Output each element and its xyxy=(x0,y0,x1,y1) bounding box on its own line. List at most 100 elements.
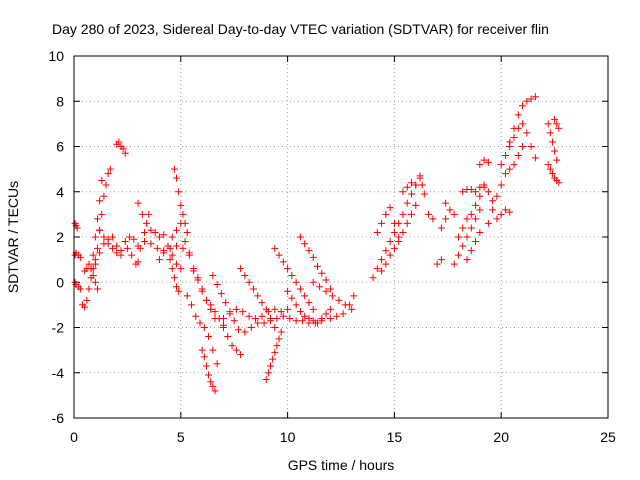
data-point xyxy=(134,199,142,207)
data-point xyxy=(489,197,497,205)
data-point xyxy=(271,324,279,331)
data-point xyxy=(546,129,554,137)
data-point xyxy=(382,247,390,255)
data-point xyxy=(390,244,398,252)
series-arc-f xyxy=(87,176,106,273)
data-point xyxy=(254,292,262,300)
x-tick-label: 5 xyxy=(177,429,185,445)
data-point xyxy=(346,301,354,309)
data-point xyxy=(108,233,116,241)
series-arc-ac xyxy=(309,278,356,313)
data-point xyxy=(378,256,386,264)
data-point xyxy=(407,179,415,187)
data-point xyxy=(121,149,129,157)
data-point xyxy=(386,251,394,259)
data-point xyxy=(273,314,281,322)
data-point xyxy=(501,170,509,178)
data-point xyxy=(399,228,407,236)
plot-frame xyxy=(73,55,609,419)
x-tick-label: 25 xyxy=(600,429,616,445)
series-arc-b xyxy=(71,249,84,261)
data-point xyxy=(350,292,358,300)
data-point xyxy=(476,161,484,169)
data-point xyxy=(134,242,142,250)
data-point xyxy=(378,267,386,275)
series-arc-r xyxy=(198,346,219,395)
data-point xyxy=(138,210,146,218)
y-tick-label: -6 xyxy=(52,410,65,426)
data-point xyxy=(292,278,300,286)
data-point xyxy=(170,274,178,282)
series-arc-e xyxy=(81,260,101,293)
data-point xyxy=(489,206,497,214)
y-axis-ticks: -6 -4 -2 0 2 4 6 8 10 xyxy=(48,48,608,426)
series-arc-ak xyxy=(437,206,458,232)
data-point xyxy=(437,256,445,264)
series-arc-j xyxy=(123,210,153,268)
data-point xyxy=(192,312,200,320)
data-point xyxy=(168,251,176,259)
x-tick-label: 10 xyxy=(280,429,296,445)
data-point xyxy=(284,265,292,273)
data-point xyxy=(155,233,163,241)
data-point xyxy=(514,152,522,160)
data-points xyxy=(71,93,563,395)
data-point xyxy=(170,165,178,173)
data-point xyxy=(96,197,104,205)
data-point xyxy=(399,210,407,218)
data-point xyxy=(123,244,131,252)
data-point xyxy=(196,319,204,327)
data-point xyxy=(241,271,249,279)
data-point xyxy=(318,269,326,277)
data-point xyxy=(314,319,322,327)
y-tick-label: 8 xyxy=(56,93,64,109)
x-tick-label: 0 xyxy=(70,429,78,445)
data-point xyxy=(386,238,394,246)
data-point xyxy=(115,138,123,146)
data-point xyxy=(228,342,236,350)
x-axis-ticks: 0 5 10 15 20 25 xyxy=(70,56,616,445)
data-point xyxy=(173,174,181,182)
data-point xyxy=(459,188,467,196)
series-arc-ao xyxy=(463,228,484,264)
data-point xyxy=(553,156,561,164)
series-arc-c xyxy=(71,278,84,293)
data-point xyxy=(403,219,411,227)
series-arc-ax xyxy=(551,115,563,132)
data-point xyxy=(140,238,148,246)
data-point xyxy=(273,342,281,350)
data-point xyxy=(230,317,238,325)
data-point xyxy=(322,310,330,318)
data-point xyxy=(301,292,309,300)
series-arc-t xyxy=(209,271,242,334)
data-point xyxy=(93,285,101,293)
series-arc-y xyxy=(262,328,285,384)
data-point xyxy=(467,224,475,232)
data-point xyxy=(247,324,255,331)
data-point xyxy=(181,238,189,246)
data-point xyxy=(519,102,527,110)
data-point xyxy=(288,271,296,279)
data-point xyxy=(200,353,208,361)
data-point xyxy=(249,285,257,293)
data-point xyxy=(179,210,187,218)
data-point xyxy=(412,181,420,189)
data-point xyxy=(168,265,176,273)
data-point xyxy=(205,371,213,379)
data-point xyxy=(85,260,93,268)
data-point xyxy=(514,124,522,132)
data-point xyxy=(546,165,554,173)
data-point xyxy=(279,258,287,266)
data-point xyxy=(326,314,334,322)
data-point xyxy=(183,228,191,236)
y-axis-label: SDTVAR / TECUs xyxy=(5,181,21,293)
data-point xyxy=(382,260,390,268)
data-point xyxy=(100,192,108,200)
data-point xyxy=(510,161,518,169)
data-point xyxy=(121,238,129,246)
data-point xyxy=(305,314,313,322)
data-point xyxy=(382,210,390,218)
data-point xyxy=(296,285,304,293)
data-point xyxy=(450,260,458,268)
data-point xyxy=(147,226,155,234)
